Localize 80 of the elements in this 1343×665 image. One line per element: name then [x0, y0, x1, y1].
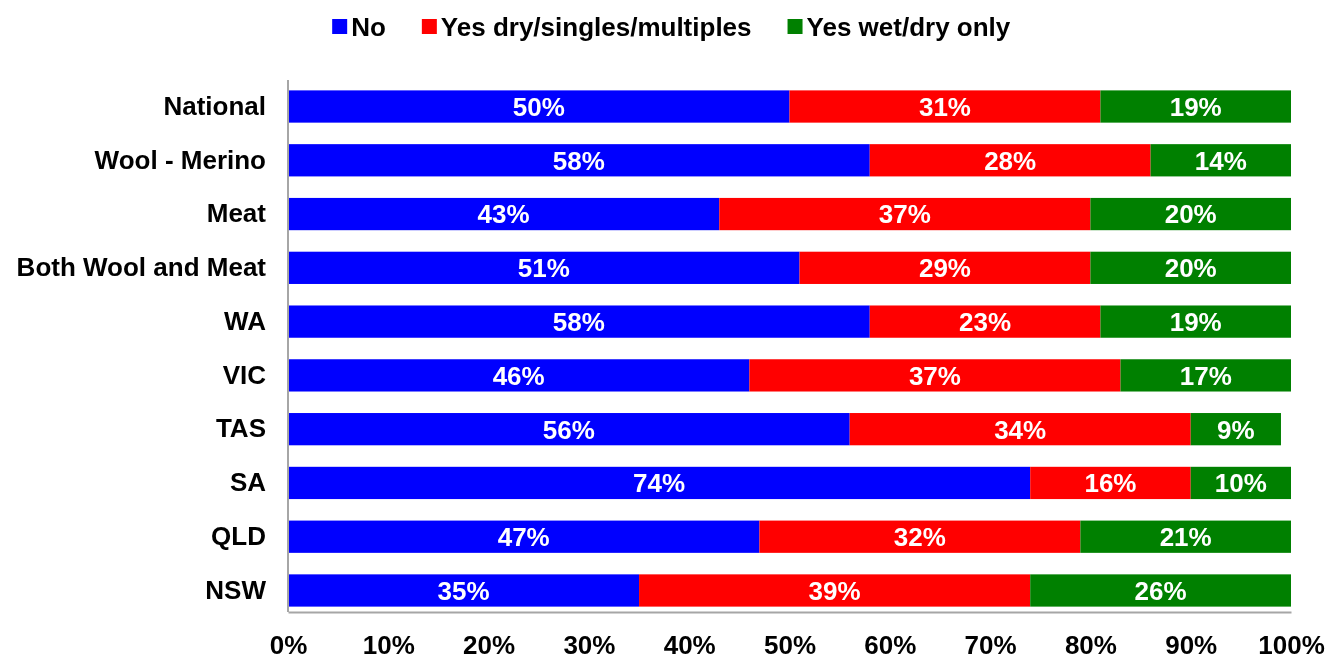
- bar: [288, 305, 870, 338]
- x-tick-label: 100%: [1258, 630, 1325, 661]
- bar: [288, 251, 800, 284]
- data-label: 58%: [552, 145, 605, 176]
- bar: [759, 520, 1081, 553]
- data-label: 28%: [984, 145, 1037, 176]
- x-tick-label: 50%: [763, 630, 817, 661]
- bar: [288, 466, 1031, 500]
- legend-label: Yes wet/dry only: [806, 12, 1011, 43]
- data-label: 19%: [1169, 306, 1222, 337]
- data-label: 46%: [492, 360, 545, 391]
- bar: [1100, 90, 1291, 123]
- bar: [1090, 251, 1291, 284]
- data-label: 35%: [437, 575, 490, 606]
- data-label: 43%: [477, 199, 530, 230]
- y-tick-label: QLD: [211, 521, 266, 552]
- bar: [1120, 359, 1291, 392]
- bar: [288, 359, 750, 392]
- data-label: 20%: [1164, 253, 1217, 284]
- data-label: 19%: [1169, 91, 1222, 122]
- x-tick-label: 10%: [362, 630, 415, 661]
- bar: [288, 520, 760, 553]
- x-tick-label: 60%: [864, 630, 917, 661]
- y-tick-label: TAS: [215, 413, 266, 444]
- bar: [799, 251, 1091, 284]
- data-label: 31%: [918, 91, 971, 122]
- data-label: 26%: [1134, 575, 1187, 606]
- bar: [288, 90, 790, 123]
- legend-label: No: [351, 12, 386, 43]
- bar: [1100, 305, 1291, 338]
- x-tick-label: 30%: [563, 630, 616, 661]
- x-tick-label: 40%: [663, 630, 716, 661]
- bar: [869, 144, 1151, 177]
- legend-label: Yes dry/singles/multiples: [440, 12, 752, 43]
- data-label: 10%: [1214, 468, 1267, 499]
- data-label: 23%: [959, 306, 1012, 337]
- y-tick-label: National: [163, 90, 266, 121]
- y-tick-label: WA: [224, 305, 267, 336]
- y-tick-label: SA: [229, 467, 267, 498]
- x-tick-label: 70%: [964, 630, 1017, 661]
- data-label: 17%: [1179, 360, 1232, 391]
- bar: [1090, 197, 1291, 231]
- data-label: 34%: [994, 414, 1047, 445]
- data-label: 16%: [1084, 468, 1137, 499]
- data-label: 32%: [893, 522, 946, 553]
- bar: [719, 197, 1091, 231]
- bar: [288, 144, 870, 177]
- x-tick-label: 80%: [1064, 630, 1117, 661]
- y-tick-label: NSW: [205, 574, 267, 605]
- y-tick-label: Both Wool and Meat: [16, 252, 267, 283]
- data-label: 58%: [552, 306, 605, 337]
- bar: [639, 574, 1031, 607]
- x-tick-label: 20%: [463, 630, 516, 661]
- bar: [869, 305, 1101, 338]
- bar: [288, 574, 640, 607]
- bar: [749, 359, 1121, 392]
- data-label: 47%: [497, 522, 550, 553]
- bar: [789, 90, 1101, 123]
- bar: [288, 413, 850, 446]
- data-label: 50%: [512, 91, 565, 122]
- data-label: 39%: [808, 575, 861, 606]
- y-tick-label: VIC: [222, 359, 267, 390]
- data-label: 20%: [1164, 199, 1217, 230]
- y-tick-label: Wool - Merino: [94, 144, 266, 175]
- data-label: 37%: [878, 199, 931, 230]
- bar: [1030, 574, 1291, 607]
- data-label: 29%: [918, 253, 971, 284]
- bar: [1080, 520, 1291, 553]
- data-label: 74%: [633, 468, 686, 499]
- x-tick-label: 90%: [1165, 630, 1218, 661]
- data-label: 37%: [908, 360, 961, 391]
- data-label: 56%: [542, 414, 595, 445]
- data-label: 9%: [1217, 414, 1255, 445]
- data-label: 21%: [1159, 522, 1212, 553]
- y-tick-label: Meat: [206, 198, 267, 229]
- data-label: 51%: [517, 253, 570, 284]
- bar: [849, 413, 1191, 446]
- data-label: 14%: [1194, 145, 1247, 176]
- x-tick-label: 0%: [269, 630, 308, 661]
- bar: [288, 197, 720, 231]
